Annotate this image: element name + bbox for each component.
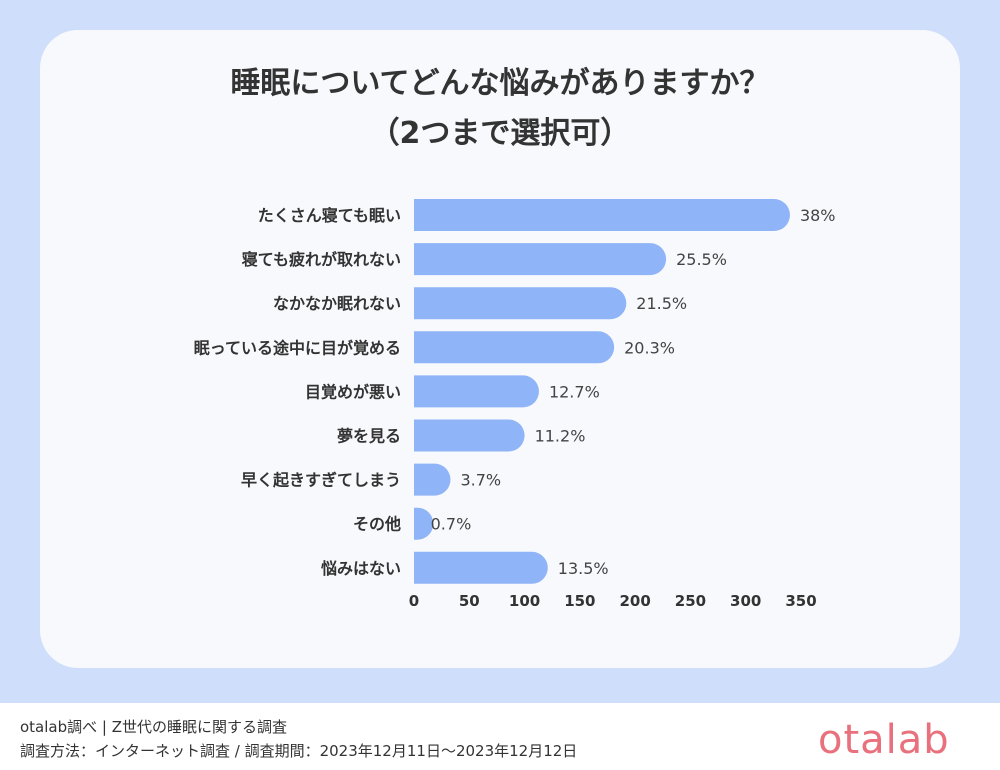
x-tick-label: 0	[409, 592, 419, 610]
category-label: その他	[353, 515, 401, 534]
chart-title-line2: （2つまで選択可）	[369, 116, 631, 151]
bar	[414, 419, 525, 452]
bar	[414, 375, 539, 408]
category-label: 夢を見る	[337, 427, 401, 446]
otalab-logo: otalab	[818, 717, 950, 763]
category-label: 目覚めが悪い	[305, 382, 401, 401]
category-label: 悩みはない	[321, 559, 401, 578]
data-label: 21.5%	[636, 294, 687, 313]
chart-title-line1: 睡眠についてどんな悩みがありますか？	[230, 66, 770, 101]
x-tick-label: 300	[730, 592, 761, 610]
x-tick-label: 350	[785, 592, 816, 610]
data-label: 3.7%	[460, 471, 501, 490]
category-label: たくさん寝ても眠い	[258, 206, 401, 225]
bar	[414, 331, 615, 364]
category-label: 眠っている途中に目が覚める	[194, 338, 401, 357]
footer-method: 調査方法：インターネット調査 / 調査期間：2023年12月11日～2023年1…	[20, 742, 578, 760]
x-tick-label: 50	[459, 592, 480, 610]
data-label: 38%	[800, 206, 836, 225]
data-label: 13.5%	[558, 559, 609, 578]
category-label: 早く起きすぎてしまう	[241, 471, 401, 490]
category-label: なかなか眠れない	[273, 294, 401, 313]
bar	[414, 287, 627, 320]
bar	[414, 199, 790, 231]
x-tick-label: 100	[509, 592, 540, 610]
category-label: 寝ても疲れが取れない	[242, 250, 401, 269]
data-label: 25.5%	[676, 250, 727, 269]
bar	[414, 551, 548, 584]
bar	[414, 463, 451, 496]
x-tick-label: 150	[564, 592, 595, 610]
bar	[414, 243, 667, 276]
x-tick-label: 250	[675, 592, 706, 610]
data-label: 0.7%	[431, 515, 472, 534]
data-label: 20.3%	[624, 338, 675, 357]
data-label: 11.2%	[535, 427, 586, 446]
data-label: 12.7%	[549, 382, 600, 401]
footer-source: otalab調べ | Z世代の睡眠に関する調査	[20, 718, 287, 736]
bar	[414, 507, 434, 540]
x-tick-label: 200	[619, 592, 650, 610]
